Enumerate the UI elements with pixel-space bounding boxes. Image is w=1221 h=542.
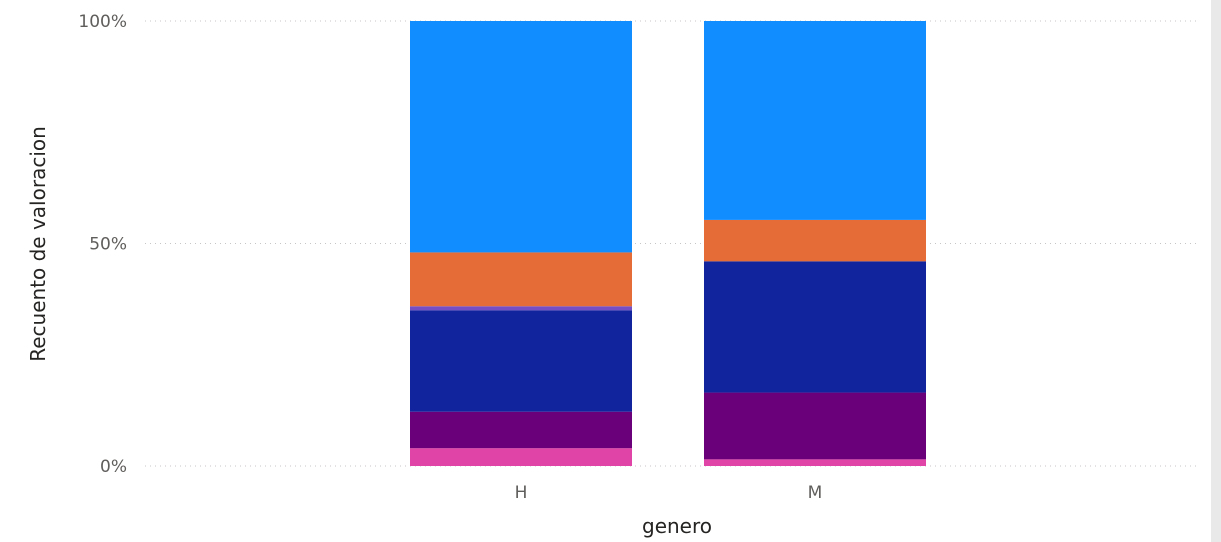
bar-segment[interactable] <box>410 448 632 466</box>
x-axis-title: genero <box>642 514 712 538</box>
bar-segment[interactable] <box>704 261 926 393</box>
bar-segment[interactable] <box>410 310 632 412</box>
bar-segment[interactable] <box>410 411 632 449</box>
x-tick-label: M <box>808 483 823 503</box>
y-tick-label: 0% <box>100 457 127 477</box>
y-axis-title: Recuento de valoracion <box>26 126 50 362</box>
bar-segment[interactable] <box>410 306 632 311</box>
bar-segment[interactable] <box>704 459 926 466</box>
bar-segment[interactable] <box>704 392 926 460</box>
bar-segment[interactable] <box>410 21 632 253</box>
bar-segment[interactable] <box>704 219 926 262</box>
bar-segment[interactable] <box>410 252 632 307</box>
y-tick-label: 100% <box>78 12 127 32</box>
gridlines <box>145 20 1198 467</box>
x-tick-label: H <box>515 483 528 503</box>
bar-segment[interactable] <box>704 21 926 220</box>
y-tick-label: 50% <box>89 235 127 255</box>
y-axis-ticks: 0% 50% 100% <box>78 12 127 477</box>
bar-segments <box>410 21 926 466</box>
